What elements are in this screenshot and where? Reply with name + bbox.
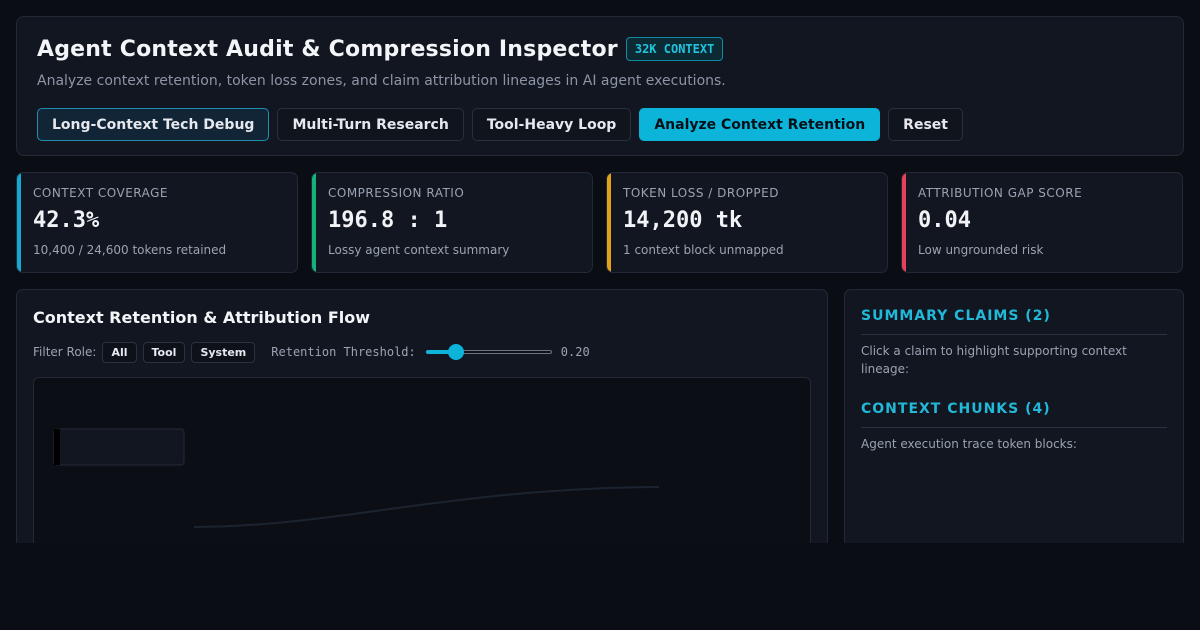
metric-label: Compression Ratio <box>328 186 465 200</box>
retention-threshold-slider[interactable] <box>425 344 552 360</box>
multi-turn-research-button[interactable]: Multi-Turn Research <box>277 108 464 141</box>
metric-subtext: Lossy agent context summary <box>328 243 510 257</box>
metric-value: 0.04 <box>918 208 971 233</box>
attribution-link <box>193 486 660 528</box>
tool-heavy-loop-button[interactable]: Tool-Heavy Loop <box>471 108 632 141</box>
summary-claims-heading: SUMMARY CLAIMS (2) <box>861 308 1167 335</box>
flow-panel-title: Context Retention & Attribution Flow <box>33 308 371 327</box>
metric-subtext: Low ungrounded risk <box>918 243 1044 257</box>
metric-subtext: 10,400 / 24,600 tokens retained <box>33 243 227 257</box>
slider-fill <box>425 350 456 354</box>
slider-thumb[interactable] <box>447 344 464 360</box>
context-size-badge: 32K CONTEXT <box>625 37 724 61</box>
analyze-context-retention-button[interactable]: Analyze Context Retention <box>639 108 881 141</box>
side-panel: SUMMARY CLAIMS (2) Click a claim to high… <box>844 289 1184 549</box>
context-chunks-hint: Agent execution trace token blocks: <box>861 437 1077 451</box>
retention-threshold-value: 0.20 <box>560 345 590 359</box>
context-chunks-heading: CONTEXT CHUNKS (4) <box>861 401 1167 428</box>
flow-canvas <box>33 377 811 557</box>
long-context-tech-debug-button[interactable]: Long-Context Tech Debug <box>37 108 270 141</box>
filter-chip-all[interactable]: All <box>102 341 137 363</box>
filter-chip-tool[interactable]: Tool <box>142 341 186 363</box>
context-coverage-card: Context Coverage 42.3% 10,400 / 24,600 t… <box>16 172 298 273</box>
filter-row: Filter Role: All Tool System Retention T… <box>33 341 811 363</box>
header-panel: Agent Context Audit & Compression Inspec… <box>16 16 1184 156</box>
summary-claims-hint: Click a claim to highlight supporting co… <box>861 344 1127 376</box>
metric-label: Token Loss / Dropped <box>623 186 779 200</box>
metric-value: 14,200 tk <box>623 208 743 233</box>
metric-value: 196.8 : 1 <box>328 208 448 233</box>
attribution-gap-card: Attribution Gap Score 0.04 Low ungrounde… <box>901 172 1183 273</box>
filter-chip-system[interactable]: System <box>191 341 256 363</box>
reset-button[interactable]: Reset <box>888 108 963 141</box>
page-title: Agent Context Audit & Compression Inspec… <box>37 36 618 62</box>
context-node-box[interactable] <box>53 428 185 466</box>
viewport-cutoff <box>0 543 1200 630</box>
context-node-accent <box>54 429 60 465</box>
metric-label: Attribution Gap Score <box>918 186 1083 200</box>
token-loss-card: Token Loss / Dropped 14,200 tk 1 context… <box>606 172 888 273</box>
retention-threshold-label: Retention Threshold: <box>271 345 416 359</box>
title-row: Agent Context Audit & Compression Inspec… <box>37 36 1163 62</box>
retention-flow-panel: Context Retention & Attribution Flow Fil… <box>16 289 828 557</box>
metric-subtext: 1 context block unmapped <box>623 243 784 257</box>
page-subtitle: Analyze context retention, token loss zo… <box>37 73 726 89</box>
filter-role-label: Filter Role: <box>33 345 97 359</box>
flow-diagram <box>53 428 660 528</box>
metric-value: 42.3% <box>33 208 100 233</box>
scenario-button-row: Long-Context Tech Debug Multi-Turn Resea… <box>37 108 1163 141</box>
metric-label: Context Coverage <box>33 186 169 200</box>
compression-ratio-card: Compression Ratio 196.8 : 1 Lossy agent … <box>311 172 593 273</box>
